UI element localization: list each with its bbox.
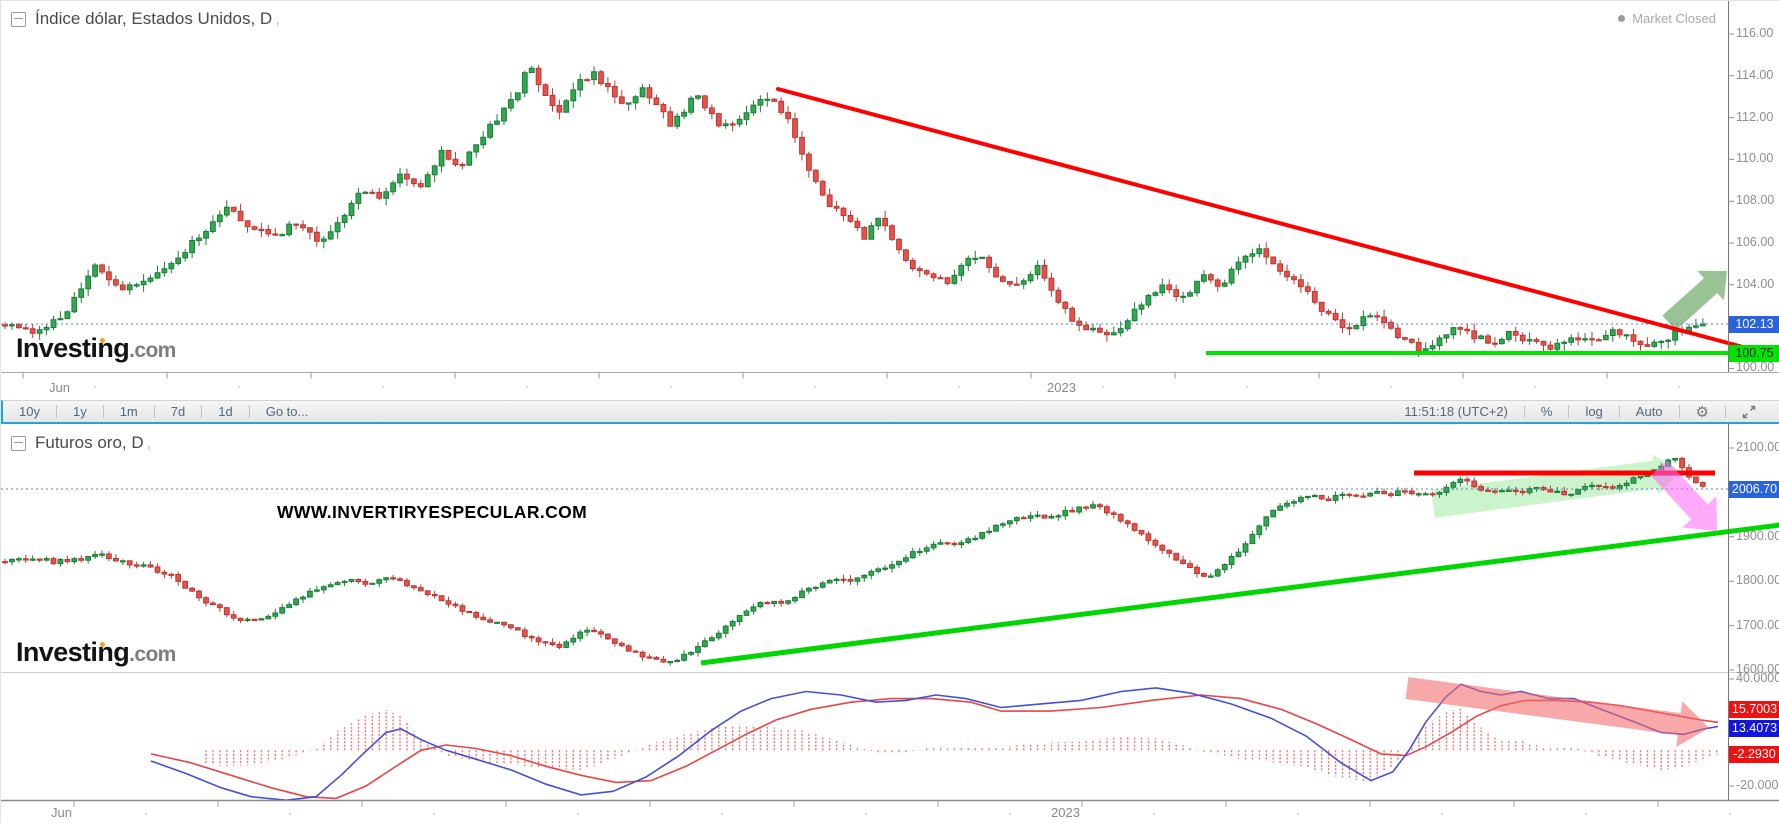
toolbar-separator [1568,405,1570,418]
toolbar-separator [55,405,57,418]
toolbar-separator [1725,405,1726,418]
toolbar-range-1m[interactable]: 1m [119,404,138,419]
y-axis-tick-label: 110.00 [1736,151,1774,166]
pane1-title-suffix: , [275,9,280,28]
y-axis-tick-label: 116.00 [1736,26,1774,40]
y-axis-tick-label: 1600.00 [1736,662,1779,676]
time-axis-ticks [22,372,1731,815]
gold-candles-up [9,457,1678,664]
logo-text: Investing [16,333,130,363]
y-axis-tick-label: 100.00 [1736,360,1775,375]
toolbar-separator [1523,405,1525,418]
logo-text: Investing [16,637,130,667]
x-axis-label: Jun [51,805,72,820]
price-axis-value-badge: 2006.70 [1729,481,1779,498]
logo-orange-dot-icon [100,338,105,343]
price-axis-value-badge: 100.75 [1729,345,1779,362]
gold-candles-down [2,457,1706,663]
toolbar-percent-scale-button[interactable]: % [1540,404,1553,419]
y-axis-tick-label: 108.00 [1736,193,1775,208]
logo-suffix: .com [129,643,176,666]
gold-ascending-green-trendline[interactable] [700,522,1779,666]
gold-magenta-down-arrow[interactable] [1650,460,1717,531]
y-axis-tick-label: -20.0000 [1736,777,1779,792]
status-dot-icon [1618,15,1626,22]
x-axis-label: 2023 [1047,380,1076,395]
price-axis-ticks [1728,33,1734,787]
toolbar-range-1y[interactable]: 1y [72,404,87,419]
toolbar-separator [1678,405,1680,418]
toolbar-separator [1618,405,1620,418]
price-axis-value-badge: 13.4073 [1729,720,1779,737]
macd-bearish-red-arrow[interactable] [1405,677,1709,747]
watermark: WWW.INVERTIRYESPECULAR.COM [277,502,588,522]
y-axis-tick-label: 104.00 [1736,276,1775,291]
toolbar-separator [248,405,250,418]
investing-logo: Investing.com [16,639,176,668]
settings-gear-icon[interactable]: ⚙ [1695,403,1709,421]
toolbar-separator [102,405,104,418]
y-axis-tick-label: 1800.00 [1736,573,1779,588]
price-axis-value-badge: -2.2930 [1729,746,1779,763]
fullscreen-icon[interactable] [1726,401,1772,422]
logo-orange-dot-icon [100,642,105,647]
pane1-header: Índice dólar, Estados Unidos, D , [11,9,280,29]
x-axis-label: Jun [49,380,70,395]
y-axis-tick-label: 114.00 [1736,67,1774,82]
pane1-title: Índice dólar, Estados Unidos, D [35,9,273,28]
toolbar-auto-scale-button[interactable]: Auto [1635,404,1663,419]
collapse-pane-icon[interactable] [11,435,26,451]
pane2-title: Futuros oro, D [35,433,144,452]
y-axis-tick-label: 106.00 [1736,235,1775,249]
macd-histogram [205,708,1718,782]
price-axis-value-badge: 102.13 [1729,316,1779,333]
toolbar-separator [201,405,203,418]
bullish-arrow-annotation[interactable] [1662,270,1727,331]
market-status: Market Closed [1618,11,1716,26]
toolbar-ranges: 10y 1y 1m 7d 1d Go to... [3,401,324,422]
price-axis-value-badge: 15.7003 [1729,701,1779,718]
toolbar-goto-button[interactable]: Go to... [265,404,309,419]
pane2-title-suffix: , [146,433,152,452]
collapse-pane-icon[interactable] [11,11,26,27]
dxy-descending-red-trendline[interactable] [776,87,1745,349]
toolbar-range-10y[interactable]: 10y [19,404,40,419]
toolbar-log-scale-button[interactable]: log [1585,404,1603,419]
x-axis-label: 2023 [1051,805,1080,820]
market-status-label: Market Closed [1632,11,1716,26]
y-axis-tick-label: 1700.00 [1736,617,1779,632]
logo-suffix: .com [129,339,176,362]
y-axis-tick-label: 40.0000 [1736,670,1779,685]
toolbar-clock-label: 11:51:18 (UTC+2) [1404,404,1508,419]
y-axis-tick-label: 112.00 [1736,109,1774,124]
dxy-candles-up [9,67,1706,352]
y-axis-tick-label: 1900.00 [1736,528,1779,543]
dxy-candles-down [2,67,1685,352]
chart-toolbar: 10y 1y 1m 7d 1d Go to... 11:51:18 (UTC+2)% log… [1,400,1779,424]
toolbar-range-1d[interactable]: 1d [218,404,233,419]
toolbar-actions: 11:51:18 (UTC+2)% log Auto ⚙ [1388,401,1779,422]
y-axis-tick-label: 2100.00 [1736,440,1779,454]
investing-logo: Investing.com [16,335,176,364]
toolbar-separator [153,405,155,418]
gold-green-channel-arrow[interactable] [1431,454,1681,518]
toolbar-range-7d[interactable]: 7d [170,404,186,419]
pane2-header: Futuros oro, D , [11,433,151,453]
